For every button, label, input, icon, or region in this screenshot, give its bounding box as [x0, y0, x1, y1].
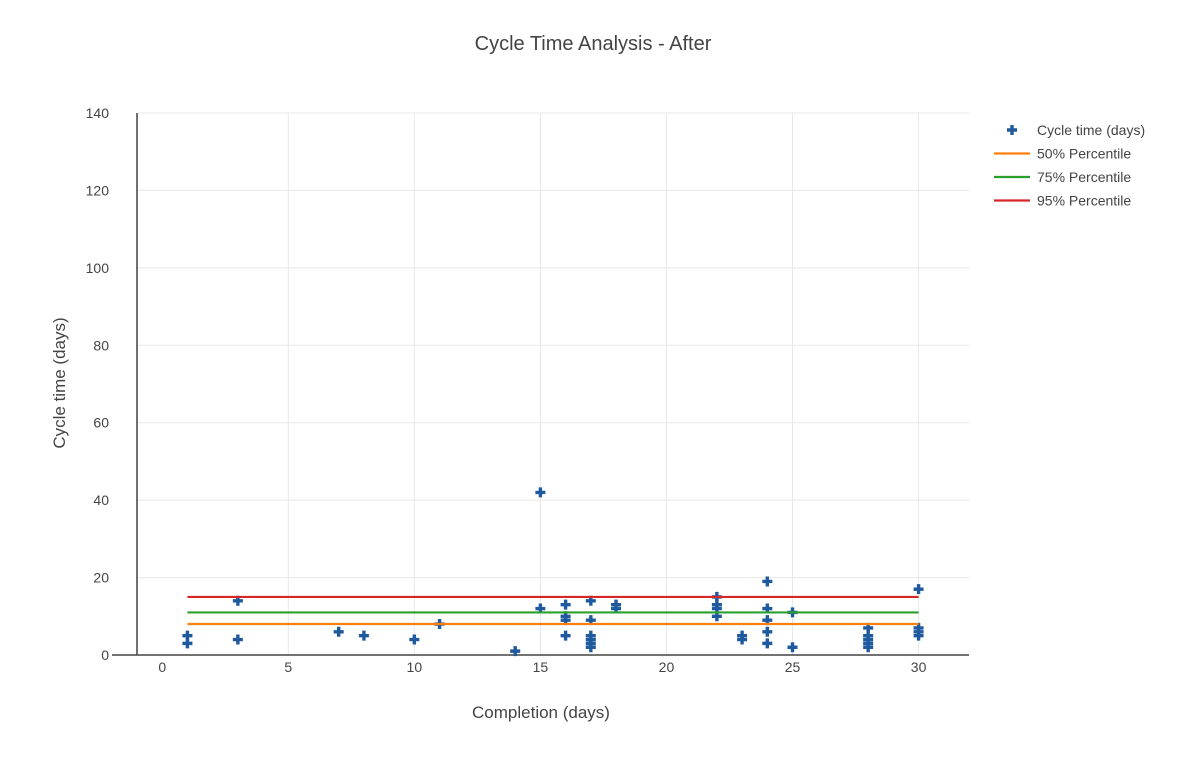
cycle-time-point [863, 630, 874, 641]
cycle-time-point [232, 595, 243, 606]
x-tick-label: 15 [533, 659, 549, 675]
legend-item-cycle-time-days[interactable]: Cycle time (days) [1007, 122, 1145, 138]
cycle-time-point [585, 595, 596, 606]
cycle-time-point [737, 630, 748, 641]
cycle-time-point [762, 626, 773, 637]
legend: Cycle time (days) 50% Percentile 75% Perce… [994, 122, 1145, 209]
y-tick-label: 0 [101, 647, 109, 663]
cycle-time-point [762, 638, 773, 649]
plot-area [182, 487, 924, 657]
legend-label: 50% Percentile [1037, 146, 1131, 162]
y-tick-label: 140 [86, 105, 110, 121]
y-tick-label: 120 [86, 182, 110, 198]
legend-item-95-percentile[interactable]: 95% Percentile [994, 193, 1131, 209]
x-tick-label: 5 [284, 659, 292, 675]
cycle-time-point [182, 638, 193, 649]
cycle-time-point [762, 603, 773, 614]
chart-title: Cycle Time Analysis - After [475, 33, 712, 55]
y-tick-label: 80 [93, 337, 109, 353]
cycle-time-point [535, 603, 546, 614]
cycle-time-point [409, 634, 420, 645]
cycle-time-point [358, 630, 369, 641]
cycle-time-point [913, 584, 924, 595]
y-tick-label: 40 [93, 492, 109, 508]
legend-item-75-percentile[interactable]: 75% Percentile [994, 169, 1131, 185]
cycle-time-point [787, 642, 798, 653]
cycle-time-point [611, 599, 622, 610]
cycle-time-point [585, 615, 596, 626]
grid [137, 112, 969, 655]
legend-label: 95% Percentile [1037, 193, 1131, 209]
x-axis-title: Completion (days) [472, 703, 610, 722]
cycle-time-point [711, 611, 722, 622]
cycle-time-point [333, 626, 344, 637]
x-tick-label: 25 [785, 659, 801, 675]
y-tick-label: 100 [86, 260, 110, 276]
cycle-time-point [560, 630, 571, 641]
cycle-time-point [560, 599, 571, 610]
cycle-time-point [535, 487, 546, 498]
x-tick-label: 30 [911, 659, 927, 675]
legend-swatch [1007, 125, 1017, 135]
x-tick-label: 10 [407, 659, 423, 675]
y-tick-label: 60 [93, 415, 109, 431]
cycle-time-point [182, 630, 193, 641]
x-tick-label: 20 [659, 659, 675, 675]
cycle-time-point [585, 630, 596, 641]
legend-label: Cycle time (days) [1037, 122, 1145, 138]
legend-item-50-percentile[interactable]: 50% Percentile [994, 146, 1131, 162]
cycle-time-point [762, 576, 773, 587]
cycle-time-point [560, 611, 571, 622]
axes: 0 5 10 15 20 25 30 0 20 40 60 80 100 120 140 [86, 105, 969, 675]
cycle-time-point [913, 622, 924, 633]
cycle-time-point [711, 599, 722, 610]
x-tick-label: 0 [158, 659, 166, 675]
cycle-time-point [863, 622, 874, 633]
y-tick-label: 20 [93, 570, 109, 586]
cycle-time-point [232, 634, 243, 645]
y-axis-title: Cycle time (days) [50, 317, 69, 448]
cycle-time-point [510, 646, 521, 657]
cycle-time-point [762, 615, 773, 626]
legend-label: 75% Percentile [1037, 169, 1131, 185]
